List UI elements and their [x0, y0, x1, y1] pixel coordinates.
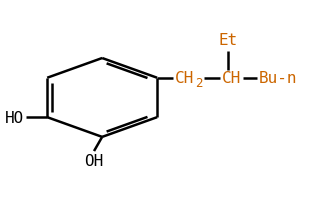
- Text: OH: OH: [84, 153, 104, 168]
- Text: Et: Et: [218, 33, 238, 48]
- Text: 2: 2: [195, 77, 203, 90]
- Text: CH: CH: [221, 71, 241, 86]
- Text: CH: CH: [175, 71, 194, 86]
- Text: HO: HO: [5, 110, 24, 125]
- Text: Bu-n: Bu-n: [259, 71, 297, 86]
